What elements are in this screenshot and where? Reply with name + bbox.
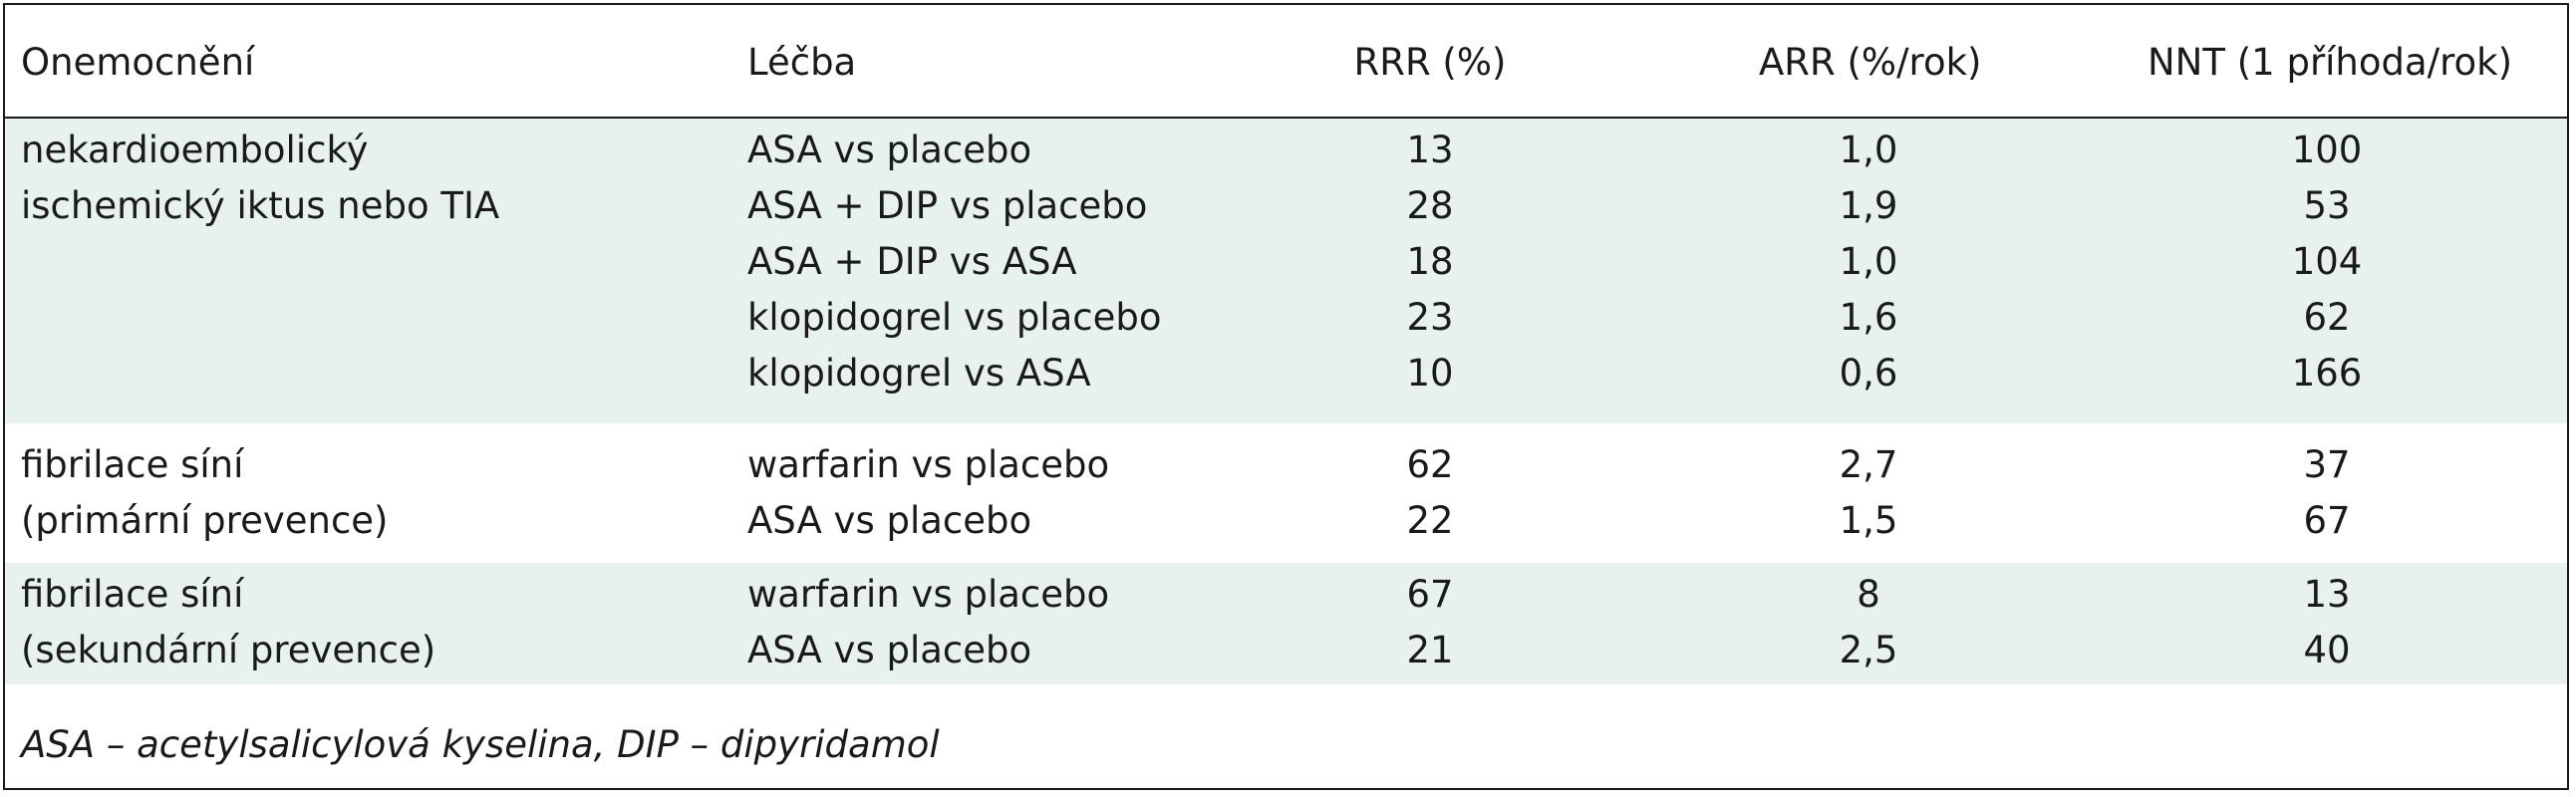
- treatment-cell: warfarin vs placebo: [747, 443, 1110, 486]
- rrr-cell: 13: [1406, 129, 1454, 171]
- treatment-cell: klopidogrel vs ASA: [747, 352, 1091, 395]
- disease-label-line: ischemický iktus nebo TIA: [21, 184, 500, 227]
- disease-label-line: (primární prevence): [21, 499, 389, 542]
- arr-cell: 1,5: [1839, 499, 1898, 542]
- nnt-cell: 100: [2291, 129, 2363, 171]
- treatment-cell: klopidogrel vs placebo: [747, 296, 1162, 339]
- table-row: warfarin vs placebo 67 8 13: [5, 567, 2567, 623]
- rrr-cell: 22: [1406, 499, 1454, 542]
- rrr-cell: 28: [1406, 184, 1454, 227]
- table-row: ASA vs placebo 13 1,0 100: [5, 123, 2567, 178]
- arr-cell: 0,6: [1839, 352, 1898, 395]
- table-row: ASA vs placebo 21 2,5 40: [5, 623, 2567, 678]
- header-divider: [5, 117, 2567, 119]
- table-group-af-primary: fibrilace síní (primární prevence) warfa…: [5, 435, 2567, 553]
- table-frame: Onemocnění Léčba RRR (%) ARR (%/rok) NNT…: [3, 3, 2569, 790]
- disease-label-line: fibrilace síní: [21, 443, 244, 486]
- nnt-cell: 104: [2291, 240, 2363, 283]
- nnt-cell: 62: [2303, 296, 2351, 339]
- treatment-cell: ASA + DIP vs placebo: [747, 184, 1148, 227]
- header-treatment: Léčba: [747, 41, 857, 84]
- arr-cell: 1,6: [1839, 296, 1898, 339]
- header-disease: Onemocnění: [21, 41, 255, 84]
- treatment-cell: warfarin vs placebo: [747, 573, 1110, 616]
- rrr-cell: 62: [1406, 443, 1454, 486]
- header-nnt: NNT (1 příhoda/rok): [2147, 41, 2513, 84]
- nnt-cell: 37: [2303, 443, 2351, 486]
- rrr-cell: 18: [1406, 240, 1454, 283]
- rrr-cell: 10: [1406, 352, 1454, 395]
- disease-label-line: nekardioembolický: [21, 129, 369, 171]
- table-row: klopidogrel vs ASA 10 0,6 166: [5, 346, 2567, 401]
- table-row: ASA vs placebo 22 1,5 67: [5, 493, 2567, 549]
- treatment-cell: ASA vs placebo: [747, 129, 1032, 171]
- table-group-noncardioembolic: nekardioembolický ischemický iktus nebo …: [5, 119, 2567, 423]
- table-row: ASA + DIP vs placebo 28 1,9 53: [5, 178, 2567, 234]
- table-row: warfarin vs placebo 62 2,7 37: [5, 437, 2567, 493]
- table-row: ASA + DIP vs ASA 18 1,0 104: [5, 234, 2567, 290]
- header-rrr: RRR (%): [1353, 41, 1507, 84]
- table-group-af-secondary: fibrilace síní (sekundární prevence) war…: [5, 563, 2567, 684]
- arr-cell: 1,9: [1839, 184, 1898, 227]
- disease-label-line: fibrilace síní: [21, 573, 244, 616]
- disease-label-line: (sekundární prevence): [21, 629, 436, 671]
- header-arr: ARR (%/rok): [1759, 41, 1982, 84]
- treatment-cell: ASA + DIP vs ASA: [747, 240, 1077, 283]
- nnt-cell: 53: [2303, 184, 2351, 227]
- nnt-cell: 166: [2291, 352, 2363, 395]
- table-row: klopidogrel vs placebo 23 1,6 62: [5, 290, 2567, 346]
- rrr-cell: 21: [1406, 629, 1454, 671]
- rrr-cell: 23: [1406, 296, 1454, 339]
- arr-cell: 1,0: [1839, 129, 1898, 171]
- table-footnote: ASA – acetylsalicylová kyselina, DIP – d…: [21, 723, 940, 766]
- arr-cell: 1,0: [1839, 240, 1898, 283]
- nnt-cell: 40: [2303, 629, 2351, 671]
- rrr-cell: 67: [1406, 573, 1454, 616]
- arr-cell: 8: [1857, 573, 1880, 616]
- arr-cell: 2,7: [1839, 443, 1898, 486]
- table-header-row: Onemocnění Léčba RRR (%) ARR (%/rok) NNT…: [5, 5, 2567, 117]
- nnt-cell: 13: [2303, 573, 2351, 616]
- arr-cell: 2,5: [1839, 629, 1898, 671]
- nnt-cell: 67: [2303, 499, 2351, 542]
- treatment-cell: ASA vs placebo: [747, 629, 1032, 671]
- treatment-cell: ASA vs placebo: [747, 499, 1032, 542]
